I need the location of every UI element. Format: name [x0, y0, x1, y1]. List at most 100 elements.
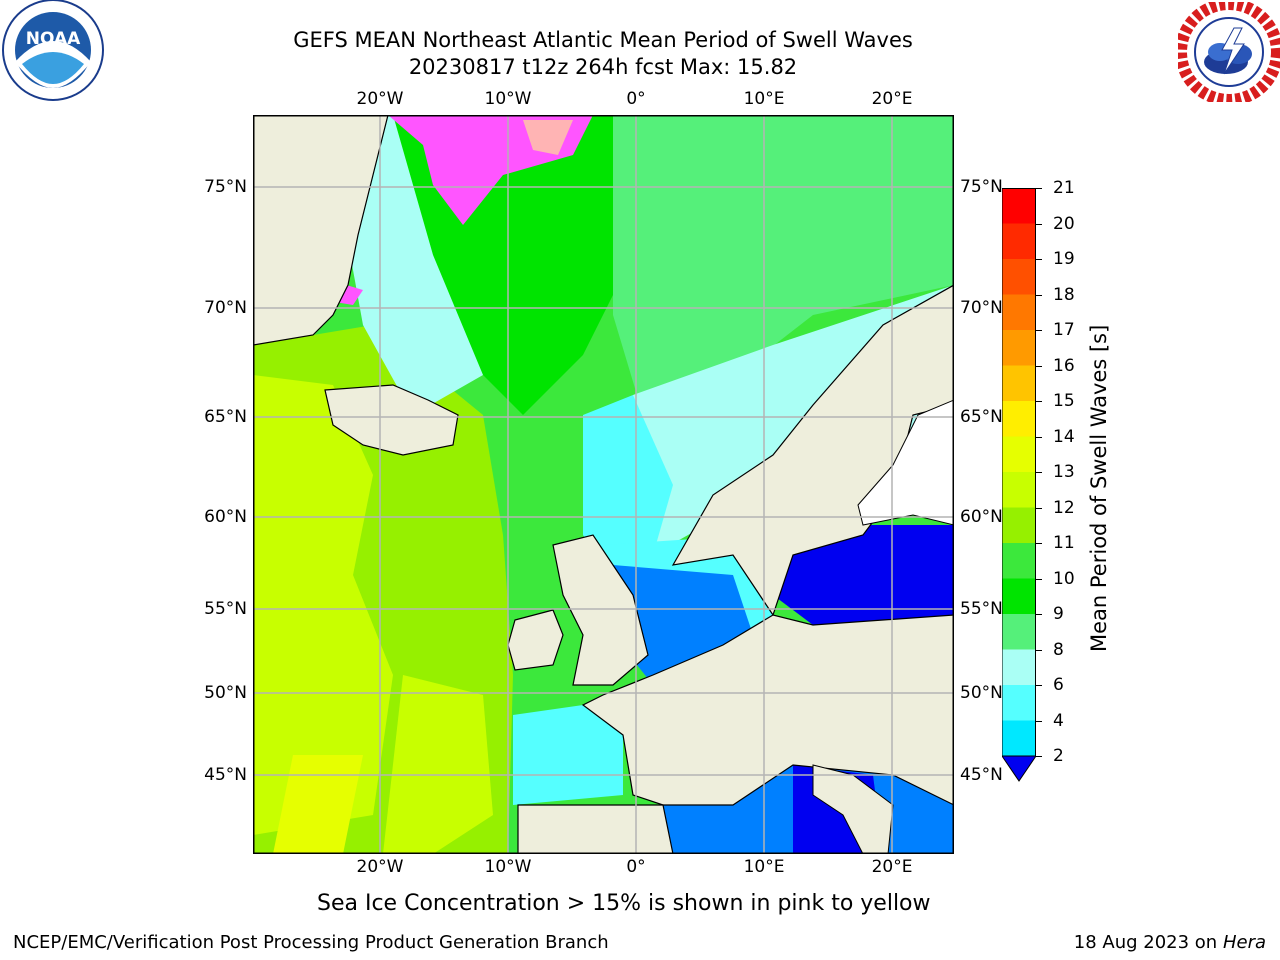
nws-logo [1175, 0, 1280, 106]
lat-tick-right: 75°N [960, 177, 1003, 197]
lon-tick-top: 0° [626, 89, 646, 109]
colorbar-tick-label: 18 [1053, 284, 1075, 305]
colorbar-bin [1002, 578, 1036, 615]
colorbar-extend-triangle [1001, 755, 1037, 782]
footer-machine: Hera [1222, 932, 1266, 953]
colorbar-tick [1036, 507, 1042, 509]
colorbar-tick [1036, 472, 1042, 473]
lat-tick-right: 60°N [960, 507, 1003, 527]
colorbar-tick [1036, 259, 1042, 260]
colorbar-tick-label: 9 [1053, 604, 1064, 624]
lat-tick-left: 55°N [204, 599, 247, 619]
lat-tick-left: 70°N [204, 298, 247, 318]
map-frame [253, 115, 954, 854]
iberia [517, 804, 674, 854]
colorbar-tick-label: 16 [1053, 355, 1075, 376]
lon-tick-top: 10°W [484, 89, 532, 109]
colorbar-bin [1002, 259, 1036, 295]
italy [812, 764, 894, 854]
svg-text:NOAA: NOAA [26, 29, 81, 49]
colorbar-tick [1036, 365, 1042, 367]
lat-tick-right: 45°N [960, 765, 1003, 785]
continental-europe [581, 614, 954, 806]
scandinavia [671, 284, 954, 617]
noaa-logo: NOAA [0, 0, 106, 104]
colorbar [1001, 188, 1037, 782]
colorbar-tick-label: 15 [1053, 391, 1075, 411]
colorbar-tick-label: 14 [1053, 426, 1075, 447]
great-britain [552, 534, 649, 686]
lat-tick-left: 75°N [204, 177, 247, 197]
lon-tick-top: 20°E [871, 89, 913, 109]
lat-tick-left: 45°N [204, 765, 247, 785]
colorbar-bin [1002, 649, 1036, 686]
colorbar-tick [1036, 223, 1042, 225]
colorbar-tick-label: 21 [1053, 178, 1075, 198]
lon-tick-bottom: 20°W [356, 857, 404, 877]
colorbar-tick-label: 2 [1053, 746, 1064, 766]
footer-date: 18 Aug 2023 on [1073, 932, 1218, 953]
colorbar-bin [1002, 294, 1036, 331]
lat-tick-right: 55°N [960, 599, 1003, 619]
lon-tick-top: 10°E [743, 89, 785, 109]
graticule [253, 115, 954, 854]
colorbar-tick [1036, 294, 1042, 296]
colorbar-tick [1036, 720, 1042, 722]
lon-tick-top: 20°W [356, 89, 404, 109]
lat-tick-left: 60°N [204, 507, 247, 527]
colorbar-bin [1002, 685, 1036, 721]
colorbar-tick-label: 20 [1053, 213, 1075, 234]
colorbar-tick [1036, 614, 1042, 615]
sea-ice-note: Sea Ice Concentration > 15% is shown in … [317, 891, 931, 916]
lon-tick-bottom: 10°E [743, 857, 785, 877]
lon-tick-bottom: 20°E [871, 857, 913, 877]
colorbar-bin [1002, 188, 1036, 224]
colorbar-tick [1036, 330, 1042, 331]
colorbar-bin [1002, 365, 1036, 402]
colorbar-bin [1002, 614, 1036, 650]
swell-period-map [253, 115, 954, 854]
colorbar-tick [1036, 401, 1042, 402]
colorbar-tick [1036, 543, 1042, 544]
colorbar-tick [1036, 578, 1042, 580]
colorbar-tick-label: 13 [1053, 462, 1075, 482]
greenland [253, 115, 389, 346]
lat-tick-left: 65°N [204, 407, 247, 427]
colorbar-title: Mean Period of Swell Waves [s] [1087, 324, 1111, 652]
footer-timestamp: 18 Aug 2023 on Hera [1074, 932, 1266, 953]
colorbar-tick [1036, 649, 1042, 651]
colorbar-tick-label: 8 [1053, 639, 1064, 660]
colorbar-tick [1036, 756, 1042, 757]
colorbar-bin [1002, 436, 1036, 473]
gulf-of-bothnia [857, 399, 954, 526]
colorbar-bin [1002, 543, 1036, 579]
map-panel [253, 115, 954, 854]
colorbar-tick-label: 19 [1053, 249, 1075, 269]
lat-tick-right: 65°N [960, 407, 1003, 427]
colorbar-bin [1002, 223, 1036, 260]
colorbar-tick [1036, 188, 1042, 189]
colorbar-bin [1002, 720, 1036, 757]
colorbar-bin [1002, 330, 1036, 366]
colorbar-tick [1036, 436, 1042, 438]
footer-credit: NCEP/EMC/Verification Post Processing Pr… [13, 932, 609, 953]
colorbar-tick-label: 12 [1053, 497, 1075, 518]
colorbar-bin [1002, 472, 1036, 508]
colorbar-tick-label: 17 [1053, 320, 1075, 340]
lon-tick-bottom: 10°W [484, 857, 532, 877]
colorbar-tick-label: 10 [1053, 568, 1075, 589]
colorbar-bin [1002, 401, 1036, 437]
colorbar-frame [1001, 188, 1036, 756]
lat-tick-right: 70°N [960, 298, 1003, 318]
chart-title-line1: GEFS MEAN Northeast Atlantic Mean Period… [293, 28, 913, 52]
chart-title-line2: 20230817 t12z 264h fcst Max: 15.82 [408, 55, 798, 79]
colorbar-tick-label: 4 [1053, 710, 1064, 731]
lat-tick-right: 50°N [960, 683, 1003, 703]
colorbar-tick-label: 6 [1053, 675, 1064, 695]
colorbar-tick [1036, 685, 1042, 686]
colorbar-tick-label: 11 [1053, 533, 1075, 553]
colorbar-bin [1002, 507, 1036, 544]
lon-tick-bottom: 0° [626, 857, 646, 877]
iceland [324, 384, 459, 456]
lat-tick-left: 50°N [204, 683, 247, 703]
